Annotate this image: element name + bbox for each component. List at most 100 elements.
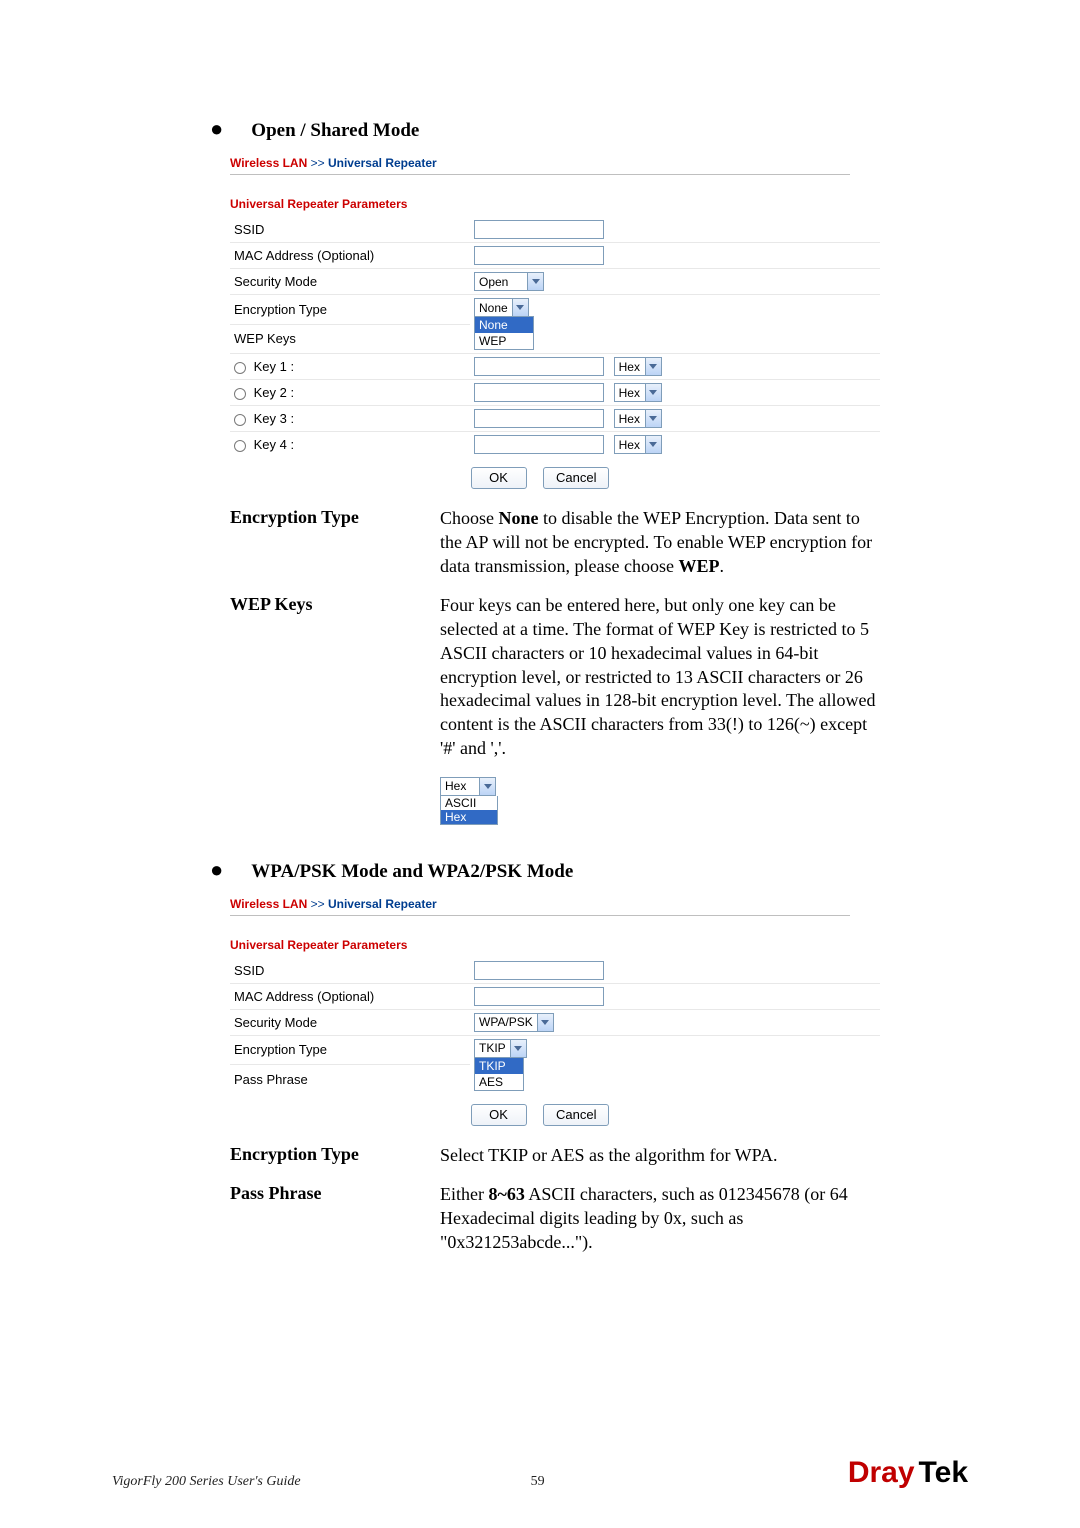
desc-body-enctype-2: Select TKIP or AES as the algorithm for … (440, 1144, 880, 1168)
breadcrumb: Wireless LAN >> Universal Repeater (230, 156, 880, 170)
chevron-down-icon (512, 299, 528, 316)
key3-radio[interactable] (234, 414, 246, 426)
section-wpa: ● WPA/PSK Mode and WPA2/PSK Mode (200, 859, 880, 883)
desc-wep-keys: WEP Keys Four keys can be entered here, … (230, 594, 880, 760)
breadcrumb-leaf: Universal Repeater (328, 156, 437, 170)
ok-button-2[interactable]: OK (471, 1104, 527, 1126)
params-title-2: Universal Repeater Parameters (230, 938, 880, 952)
breadcrumb-root: Wireless LAN (230, 897, 307, 911)
security-mode-value: WPA/PSK (475, 1015, 537, 1029)
logo-dray: Dray (848, 1456, 915, 1490)
ok-button[interactable]: OK (471, 467, 527, 489)
ssid-input-2[interactable] (474, 961, 604, 980)
enctype-option-aes[interactable]: AES (475, 1074, 523, 1090)
desc-body-wepkeys: Four keys can be entered here, but only … (440, 594, 880, 760)
chevron-down-icon (645, 410, 661, 427)
encryption-type-value-2: TKIP (475, 1041, 510, 1055)
chevron-down-icon (510, 1040, 526, 1057)
cancel-button-2[interactable]: Cancel (543, 1104, 609, 1126)
key2-format-select[interactable]: Hex (614, 383, 662, 402)
key1-format-select[interactable]: Hex (614, 357, 662, 376)
mac-input[interactable] (474, 246, 604, 265)
security-mode-select[interactable]: Open (474, 272, 544, 291)
chevron-down-icon (645, 384, 661, 401)
form-open-shared: SSID MAC Address (Optional) Security Mod… (230, 217, 880, 457)
hex-ascii-select[interactable]: Hex (440, 777, 496, 796)
enctype-option-none[interactable]: None (475, 317, 533, 333)
desc-body-enctype: Choose None to disable the WEP Encryptio… (440, 507, 880, 578)
divider (230, 915, 850, 916)
desc-term-enctype: Encryption Type (230, 507, 440, 578)
encryption-type-select-2[interactable]: TKIP (474, 1039, 527, 1058)
mac-input-2[interactable] (474, 987, 604, 1006)
label-key1: Key 1 : (230, 354, 470, 380)
cancel-button[interactable]: Cancel (543, 467, 609, 489)
encryption-type-select[interactable]: None (474, 298, 529, 317)
desc-enctype-2: Encryption Type Select TKIP or AES as th… (230, 1144, 880, 1168)
chevron-down-icon (645, 358, 661, 375)
desc-encryption-type: Encryption Type Choose None to disable t… (230, 507, 880, 578)
label-pass: Pass Phrase (230, 1065, 470, 1094)
logo: Dray Tek (848, 1456, 968, 1490)
breadcrumb-leaf: Universal Repeater (328, 897, 437, 911)
option-ascii[interactable]: ASCII (441, 796, 497, 810)
section-open-shared: ● Open / Shared Mode (200, 118, 880, 142)
label-enctype-2: Encryption Type (230, 1035, 470, 1065)
chevron-down-icon (479, 778, 495, 795)
label-ssid: SSID (230, 217, 470, 243)
label-secmode: Security Mode (230, 269, 470, 295)
button-row: OK Cancel (200, 467, 880, 489)
label-mac-2: MAC Address (Optional) (230, 983, 470, 1009)
security-mode-select-2[interactable]: WPA/PSK (474, 1013, 554, 1032)
key4-radio[interactable] (234, 440, 246, 452)
desc-body-pass: Either 8~63 ASCII characters, such as 01… (440, 1183, 880, 1254)
encryption-type-value: None (475, 301, 512, 315)
desc-term-pass: Pass Phrase (230, 1183, 440, 1254)
form-wpa: SSID MAC Address (Optional) Security Mod… (230, 958, 880, 1094)
label-key3: Key 3 : (230, 406, 470, 432)
key2-input[interactable] (474, 383, 604, 402)
label-key2: Key 2 : (230, 380, 470, 406)
bullet-icon: ● (210, 118, 223, 140)
chevron-down-icon (537, 1014, 553, 1031)
breadcrumb-sep: >> (311, 156, 325, 170)
bullet-icon: ● (210, 859, 223, 881)
desc-term-wepkeys: WEP Keys (230, 594, 440, 760)
button-row-2: OK Cancel (200, 1104, 880, 1126)
enctype-option-wep[interactable]: WEP (475, 333, 533, 349)
chevron-down-icon (527, 273, 543, 290)
footer-page: 59 (531, 1474, 545, 1490)
enctype-option-tkip[interactable]: TKIP (475, 1058, 523, 1074)
key2-radio[interactable] (234, 388, 246, 400)
key1-input[interactable] (474, 357, 604, 376)
encryption-type-dropdown-2[interactable]: TKIP AES (474, 1057, 524, 1091)
logo-tek: Tek (919, 1456, 968, 1490)
security-mode-value: Open (475, 275, 527, 289)
hex-ascii-demo: Hex ASCII Hex (440, 777, 880, 825)
label-secmode-2: Security Mode (230, 1009, 470, 1035)
heading-wpa: WPA/PSK Mode and WPA2/PSK Mode (251, 861, 573, 883)
desc-term-enctype-2: Encryption Type (230, 1144, 440, 1168)
ssid-input[interactable] (474, 220, 604, 239)
key4-input[interactable] (474, 435, 604, 454)
key3-format-select[interactable]: Hex (614, 409, 662, 428)
label-mac: MAC Address (Optional) (230, 243, 470, 269)
breadcrumb: Wireless LAN >> Universal Repeater (230, 897, 880, 911)
option-hex[interactable]: Hex (441, 810, 497, 824)
chevron-down-icon (645, 436, 661, 453)
label-ssid-2: SSID (230, 958, 470, 984)
hex-ascii-options[interactable]: ASCII Hex (440, 796, 498, 825)
key1-radio[interactable] (234, 362, 246, 374)
desc-passphrase: Pass Phrase Either 8~63 ASCII characters… (230, 1183, 880, 1254)
key4-format-select[interactable]: Hex (614, 435, 662, 454)
footer: VigorFly 200 Series User's Guide 59 Dray… (0, 1456, 1080, 1490)
heading-open-shared: Open / Shared Mode (251, 120, 419, 142)
divider (230, 174, 850, 175)
breadcrumb-root: Wireless LAN (230, 156, 307, 170)
footer-guide: VigorFly 200 Series User's Guide (112, 1474, 301, 1490)
key3-input[interactable] (474, 409, 604, 428)
encryption-type-dropdown[interactable]: None WEP (474, 316, 534, 350)
label-enctype: Encryption Type (230, 295, 470, 325)
label-wepkeys: WEP Keys (230, 324, 470, 354)
breadcrumb-sep: >> (311, 897, 325, 911)
